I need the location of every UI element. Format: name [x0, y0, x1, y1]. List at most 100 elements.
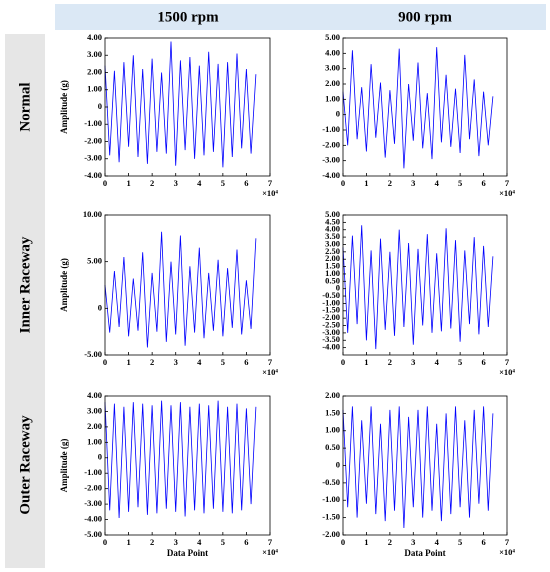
- x-tick-label: 6: [244, 537, 248, 547]
- y-tick-label: -4.00: [84, 170, 102, 180]
- signal-line: [342, 406, 494, 529]
- x-tick-label: 5: [221, 178, 225, 188]
- y-tick-label: 0.50: [325, 442, 340, 452]
- y-tick-label: -3.00: [322, 155, 340, 165]
- x-tick-label: 6: [481, 537, 485, 547]
- x-tick-label: 5: [221, 537, 225, 547]
- row-header: Outer Raceway: [17, 415, 33, 515]
- y-tick-label: 0: [336, 459, 340, 469]
- y-tick-label: 1.00: [325, 268, 340, 278]
- x-multiplier: ×10⁴: [262, 188, 278, 198]
- y-tick-label: 0: [98, 302, 102, 312]
- x-tick-label: 7: [505, 537, 510, 547]
- x-tick-label: 2: [388, 357, 392, 367]
- x-tick-label: 0: [341, 357, 345, 367]
- x-tick-label: 2: [388, 178, 392, 188]
- column-header: 1500 rpm: [157, 9, 219, 25]
- y-tick-label: 2.00: [87, 421, 102, 431]
- x-multiplier: ×10⁴: [499, 188, 515, 198]
- y-tick-label: 1.00: [87, 436, 102, 446]
- row-header: Inner Raceway: [17, 236, 33, 333]
- x-multiplier: ×10⁴: [499, 547, 515, 557]
- y-tick-label: -1.00: [322, 124, 340, 134]
- x-tick-label: 3: [411, 178, 415, 188]
- y-tick-label: -1.00: [84, 467, 102, 477]
- x-tick-label: 6: [244, 178, 248, 188]
- x-tick-label: 5: [458, 537, 462, 547]
- y-tick-label: 4.50: [325, 216, 340, 226]
- y-tick-label: -4.00: [84, 514, 102, 524]
- y-tick-label: 0: [336, 283, 340, 293]
- y-tick-label: 2.00: [87, 66, 102, 76]
- y-tick-label: -3.00: [322, 327, 340, 337]
- y-tick-label: 10.00: [83, 209, 102, 219]
- x-tick-label: 3: [174, 537, 178, 547]
- x-tick-label: 5: [458, 357, 462, 367]
- y-tick-label: 2.00: [325, 253, 340, 263]
- plot-frame: [342, 214, 508, 356]
- y-tick-label: 4.00: [87, 32, 102, 42]
- y-tick-label: 5.00: [325, 209, 340, 219]
- column-header: 900 rpm: [398, 9, 452, 25]
- x-axis-label: Data Point: [404, 548, 445, 558]
- y-tick-label: -1.00: [322, 494, 340, 504]
- y-tick-label: -0.50: [322, 477, 340, 487]
- x-tick-label: 7: [505, 357, 510, 367]
- x-tick-label: 0: [341, 537, 345, 547]
- y-tick-label: -3.50: [322, 334, 340, 344]
- y-tick-label: -1.50: [322, 512, 340, 522]
- x-tick-label: 0: [103, 178, 107, 188]
- x-tick-label: 4: [435, 178, 440, 188]
- x-tick-label: 0: [103, 357, 107, 367]
- y-tick-label: -3.00: [84, 498, 102, 508]
- x-tick-label: 3: [174, 357, 178, 367]
- x-tick-label: 3: [411, 537, 415, 547]
- y-tick-label: 0: [98, 101, 102, 111]
- x-tick-label: 2: [150, 537, 154, 547]
- plot-frame: [342, 37, 508, 177]
- column-header-band: [55, 4, 546, 30]
- x-tick-label: 2: [150, 178, 154, 188]
- y-tick-label: 2.50: [325, 246, 340, 256]
- x-tick-label: 4: [197, 357, 202, 367]
- y-tick-label: -2.00: [322, 139, 340, 149]
- y-tick-label: -1.50: [322, 305, 340, 315]
- x-tick-label: 6: [244, 357, 248, 367]
- y-tick-label: -3.00: [84, 153, 102, 163]
- y-tick-label: 1.00: [325, 425, 340, 435]
- x-multiplier: ×10⁴: [262, 367, 278, 377]
- x-tick-label: 5: [221, 357, 225, 367]
- plot-frame: [104, 395, 271, 536]
- signal-line: [342, 47, 494, 169]
- y-tick-label: 0: [336, 109, 340, 119]
- y-tick-label: 3.00: [325, 238, 340, 248]
- row-header-band: [5, 34, 45, 568]
- y-tick-label: -2.00: [84, 135, 102, 145]
- y-tick-label: 5.00: [87, 256, 102, 266]
- x-axis-label: Data Point: [167, 548, 208, 558]
- y-tick-label: -5.00: [84, 529, 102, 539]
- y-tick-label: -2.00: [322, 312, 340, 322]
- y-tick-label: 5.00: [325, 32, 340, 42]
- y-tick-label: -2.00: [84, 483, 102, 493]
- signal-line: [104, 41, 257, 168]
- x-tick-label: 4: [435, 537, 440, 547]
- x-multiplier: ×10⁴: [262, 547, 278, 557]
- x-tick-label: 7: [268, 178, 273, 188]
- y-tick-label: 4.00: [325, 47, 340, 57]
- y-axis-label: Amplitude (g): [59, 258, 69, 312]
- y-tick-label: 1.00: [325, 93, 340, 103]
- y-tick-label: 2.00: [325, 78, 340, 88]
- x-tick-label: 1: [364, 537, 368, 547]
- signal-line: [104, 400, 257, 519]
- y-tick-label: -5.00: [84, 349, 102, 359]
- y-tick-label: 0.50: [325, 275, 340, 285]
- x-tick-label: 2: [150, 357, 154, 367]
- x-multiplier: ×10⁴: [499, 367, 515, 377]
- x-tick-label: 0: [103, 537, 107, 547]
- x-tick-label: 3: [174, 178, 178, 188]
- x-tick-label: 1: [126, 537, 130, 547]
- y-tick-label: -4.00: [322, 170, 340, 180]
- x-tick-label: 1: [126, 357, 130, 367]
